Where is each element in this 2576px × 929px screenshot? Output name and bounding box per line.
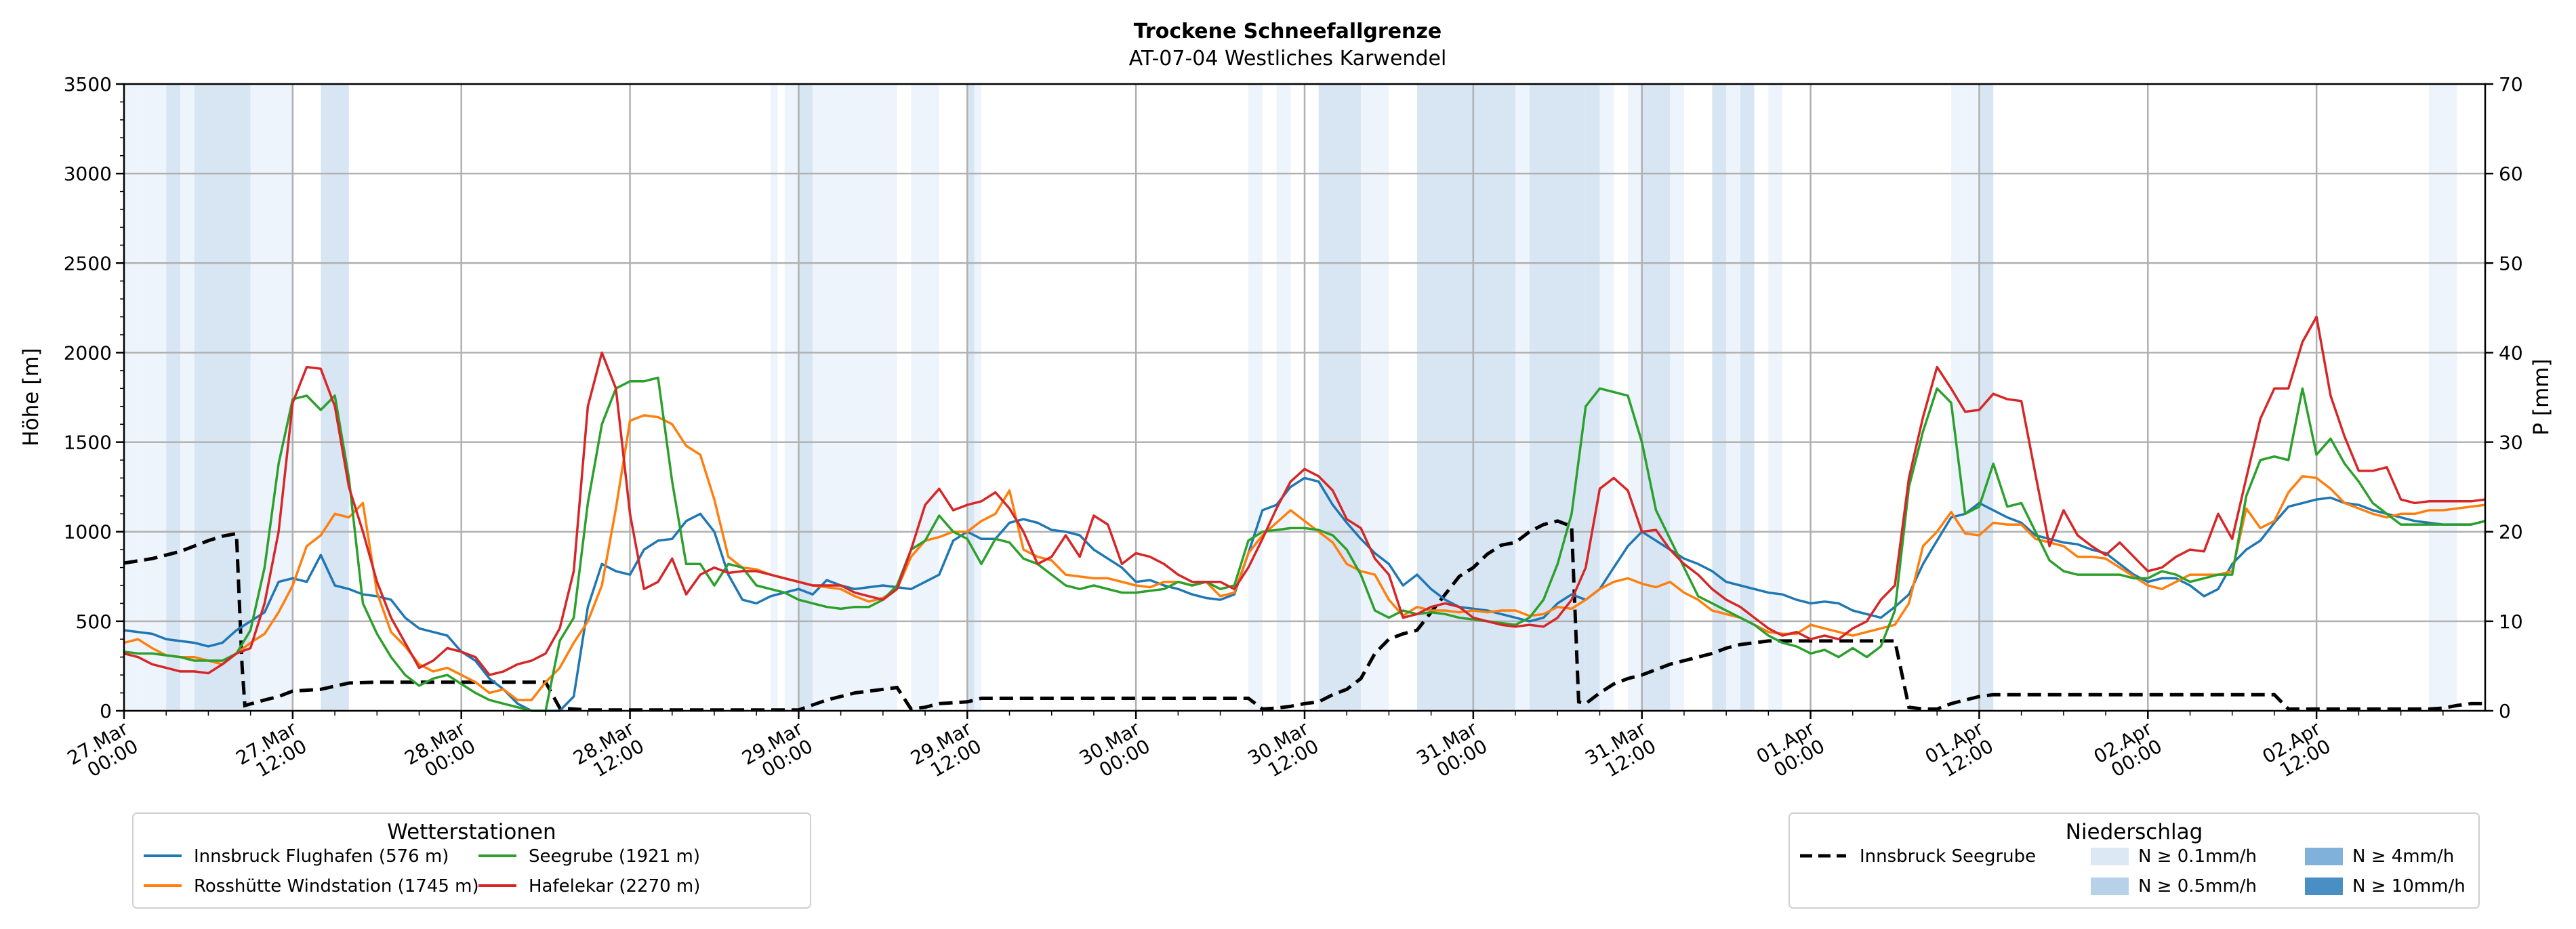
precip-band: [124, 84, 138, 711]
legend-label-4: Hafelekar (2270 m): [529, 876, 700, 896]
precip-band: [1627, 84, 1642, 711]
y-tick-label: 2500: [64, 252, 112, 274]
series-line-3: [123, 376, 2486, 712]
precip-band: [2429, 84, 2457, 711]
y-tick-label: 0: [100, 700, 112, 722]
y2-tick-label: 40: [2499, 342, 2523, 364]
precip-band: [1979, 84, 1994, 711]
precip-band: [1248, 84, 1263, 711]
precip-band: [1515, 84, 1530, 711]
precip-bands: [124, 84, 2457, 711]
precip-band: [1416, 84, 1516, 711]
precip-band: [1768, 84, 1783, 711]
chart-subtitle: AT-07-04 Westliches Karwendel: [1129, 47, 1447, 70]
y-tick-label: 3000: [64, 163, 112, 185]
precip-band: [770, 84, 778, 711]
precip-band: [250, 84, 293, 711]
precip-band: [1740, 84, 1755, 711]
legend-precip-swatch: [2305, 848, 2343, 865]
legend-label-1: Innsbruck Flughafen (576 m): [194, 846, 449, 867]
y2-axis-label: P [mm]: [2529, 358, 2554, 435]
series-layer: [123, 315, 2486, 712]
legend-precip-swatch-label: N ≥ 10mm/h: [2352, 876, 2466, 896]
precip-band: [911, 84, 939, 711]
y-tick-label: 500: [76, 611, 112, 633]
legend-label-2: Rosshütte Windstation (1745 m): [194, 876, 479, 896]
precip-band: [1965, 84, 1980, 711]
legend-precip-swatch: [2091, 848, 2129, 865]
precip-band: [1712, 84, 1727, 711]
chart-title: Trockene Schneefallgrenze: [1134, 20, 1442, 43]
legend-stations-frame: [132, 812, 811, 909]
precip-band: [826, 84, 897, 711]
precip-band: [1670, 84, 1684, 711]
legend-precip-swatch-label: N ≥ 4mm/h: [2352, 846, 2454, 867]
precip-band: [798, 84, 813, 711]
legend-stations: Wetterstationen Innsbruck Flughafen (576…: [132, 812, 811, 909]
y2-tick-label: 30: [2499, 432, 2523, 454]
precip-band: [138, 84, 167, 711]
legend-precip-title: Niederschlag: [2066, 820, 2203, 844]
legend-precip-swatch: [2305, 878, 2343, 895]
legend-precip: Niederschlag Innsbruck Seegrube N ≥ 0.1mm…: [1788, 812, 2480, 909]
axes: 0 500 1000 1500 2000 2500 3000 3500 0 10 20 30 40 50 6…: [64, 73, 2523, 781]
legend-precip-swatch-label: N ≥ 0.5mm/h: [2138, 876, 2257, 896]
legend-precip-swatch-label: N ≥ 0.1mm/h: [2138, 846, 2257, 867]
y2-tick-label: 0: [2499, 700, 2511, 722]
precip-band: [1276, 84, 1291, 711]
legend-label-3: Seegrube (1921 m): [529, 846, 700, 867]
precip-band: [1641, 84, 1656, 711]
y-tick-label: 3500: [64, 73, 112, 96]
y2-tick-label: 60: [2499, 163, 2523, 185]
y-tick-label: 2000: [64, 342, 112, 364]
y2-tick-label: 50: [2499, 252, 2523, 274]
precip-band: [967, 84, 975, 711]
precip-band: [194, 84, 251, 711]
precip-band: [784, 84, 799, 711]
y-axis-label: Höhe [m]: [19, 348, 43, 446]
y2-tick-label: 70: [2499, 73, 2523, 96]
precip-band: [1318, 84, 1361, 711]
y2-tick-label: 20: [2499, 521, 2523, 543]
y-tick-label: 1500: [64, 432, 112, 454]
precip-band: [166, 84, 180, 711]
legend-precip-swatch: [2091, 878, 2129, 895]
series-line-4: [123, 315, 2486, 676]
precip-band: [1656, 84, 1671, 711]
precip-band: [1360, 84, 1389, 711]
grid: [124, 84, 2485, 711]
y-tick-label: 1000: [64, 521, 112, 543]
precip-band: [813, 84, 827, 711]
precip-band: [1726, 84, 1740, 711]
y2-tick-label: 10: [2499, 611, 2523, 633]
legend-stations-title: Wetterstationen: [387, 820, 556, 844]
precip-band: [1599, 84, 1614, 711]
legend-precip-line-label: Innsbruck Seegrube: [1860, 846, 2036, 867]
series-line-2: [123, 414, 2486, 701]
precip-band: [1950, 84, 1965, 711]
